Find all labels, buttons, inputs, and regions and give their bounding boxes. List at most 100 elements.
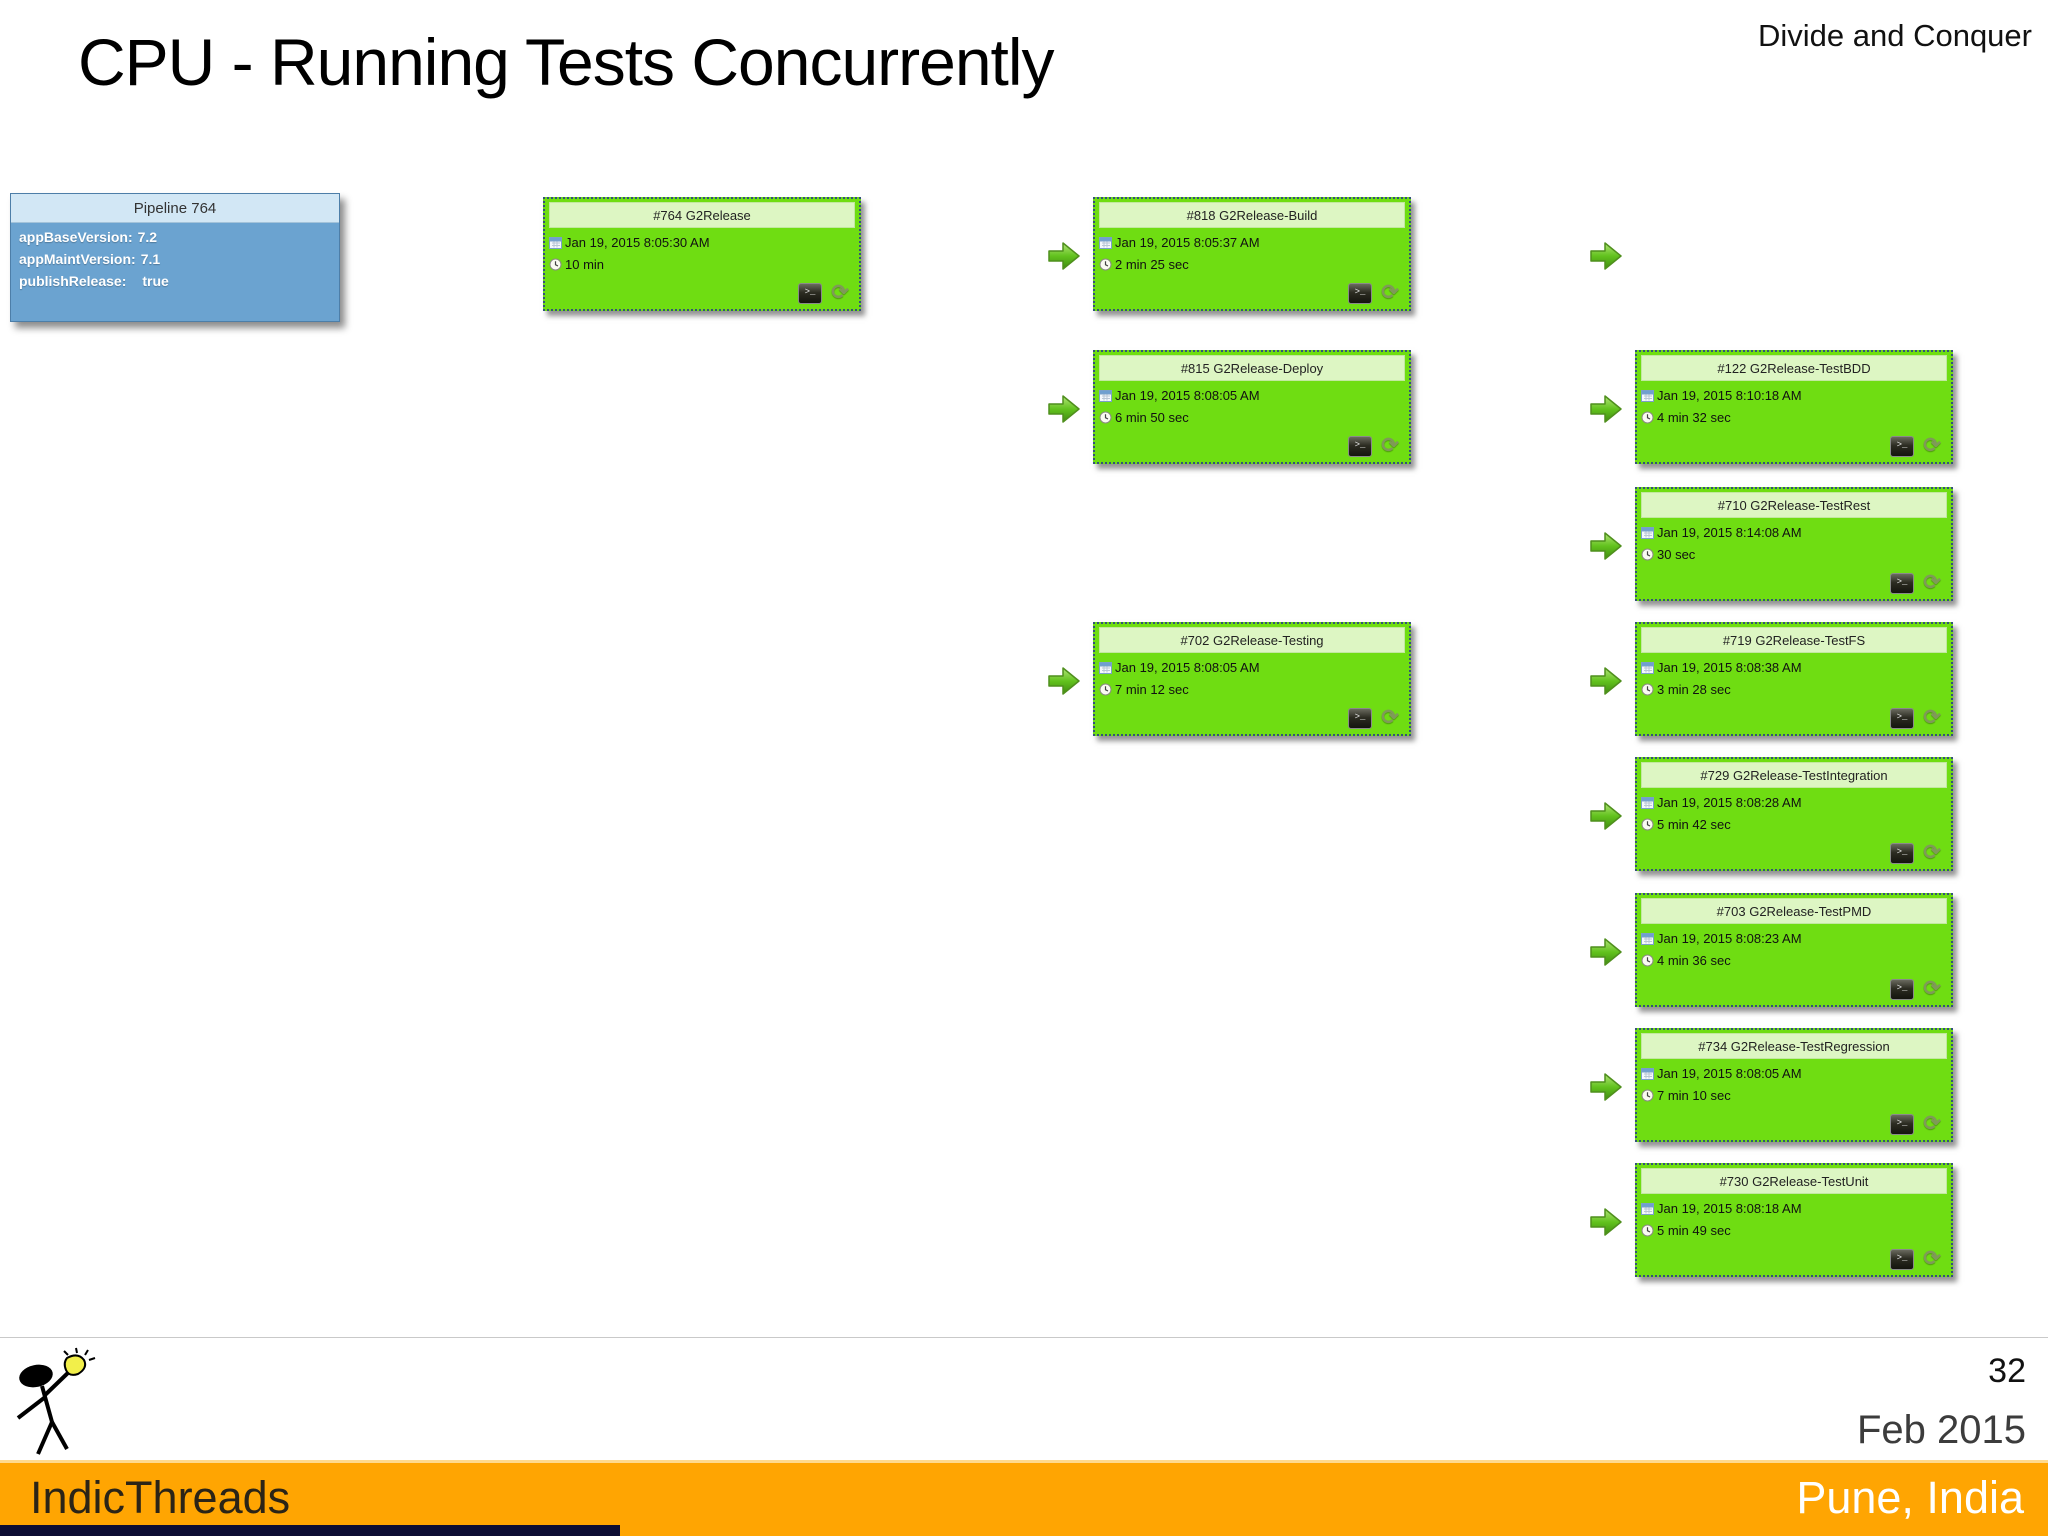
- rerun-icon[interactable]: ⟳: [1923, 841, 1941, 864]
- job-action-icons: >_ ⟳: [1890, 707, 1943, 729]
- calendar-icon: [1641, 662, 1654, 674]
- rerun-icon[interactable]: ⟳: [1923, 1112, 1941, 1135]
- clock-icon: [1641, 683, 1654, 696]
- flow-arrow-icon: [1046, 239, 1082, 273]
- job-duration-line: 4 min 36 sec: [1641, 953, 1951, 968]
- job-start-line: Jan 19, 2015 8:08:38 AM: [1641, 660, 1951, 675]
- job-start-time: Jan 19, 2015 8:08:38 AM: [1657, 660, 1802, 675]
- flow-arrow-icon: [1588, 1205, 1624, 1239]
- rerun-icon[interactable]: ⟳: [1923, 1247, 1941, 1270]
- job-start-time: Jan 19, 2015 8:08:05 AM: [1115, 660, 1260, 675]
- stick-figure-lightbulb-logo: [16, 1347, 96, 1455]
- flow-arrow-icon: [1588, 529, 1624, 563]
- rerun-icon[interactable]: ⟳: [1381, 281, 1399, 304]
- job-duration: 5 min 49 sec: [1657, 1223, 1731, 1238]
- console-output-icon[interactable]: >_: [1890, 572, 1914, 594]
- pipeline-job-box[interactable]: #710 G2Release-TestRest Jan 19, 2015 8:1…: [1635, 487, 1953, 601]
- pipeline-parameters-box: Pipeline 764 appBaseVersion: 7.2 appMaint…: [10, 193, 340, 322]
- console-output-icon[interactable]: >_: [1890, 707, 1914, 729]
- job-title: #719 G2Release-TestFS: [1641, 627, 1947, 653]
- flow-arrow-icon: [1588, 239, 1624, 273]
- job-start-time: Jan 19, 2015 8:08:28 AM: [1657, 795, 1802, 810]
- job-duration-line: 4 min 32 sec: [1641, 410, 1951, 425]
- job-start-time: Jan 19, 2015 8:08:23 AM: [1657, 931, 1802, 946]
- job-title: #122 G2Release-TestBDD: [1641, 355, 1947, 381]
- footer-date: Feb 2015: [1856, 1408, 2026, 1452]
- job-duration-line: 5 min 49 sec: [1641, 1223, 1951, 1238]
- pipeline-title: Pipeline 764: [11, 194, 339, 223]
- job-title: #710 G2Release-TestRest: [1641, 492, 1947, 518]
- job-action-icons: >_ ⟳: [1890, 572, 1943, 594]
- console-output-icon[interactable]: >_: [1890, 842, 1914, 864]
- job-title: #703 G2Release-TestPMD: [1641, 898, 1947, 924]
- job-duration: 7 min 10 sec: [1657, 1088, 1731, 1103]
- console-output-icon[interactable]: >_: [1890, 978, 1914, 1000]
- job-start-line: Jan 19, 2015 8:05:37 AM: [1099, 235, 1409, 250]
- pipeline-job-box[interactable]: #815 G2Release-Deploy Jan 19, 2015 8:08:…: [1093, 350, 1411, 464]
- page-title: CPU - Running Tests Concurrently: [78, 25, 1055, 99]
- rerun-icon[interactable]: ⟳: [831, 281, 849, 304]
- page-number: 32: [1988, 1352, 2026, 1390]
- job-start-line: Jan 19, 2015 8:08:23 AM: [1641, 931, 1951, 946]
- job-action-icons: >_ ⟳: [1890, 435, 1943, 457]
- rerun-icon[interactable]: ⟳: [1923, 706, 1941, 729]
- clock-icon: [1099, 258, 1112, 271]
- job-duration: 6 min 50 sec: [1115, 410, 1189, 425]
- calendar-icon: [1099, 390, 1112, 402]
- console-output-icon[interactable]: >_: [1890, 435, 1914, 457]
- flow-arrow-icon: [1588, 392, 1624, 426]
- job-duration-line: 5 min 42 sec: [1641, 817, 1951, 832]
- job-duration: 3 min 28 sec: [1657, 682, 1731, 697]
- calendar-icon: [1099, 662, 1112, 674]
- console-output-icon[interactable]: >_: [1890, 1113, 1914, 1135]
- job-start-line: Jan 19, 2015 8:08:18 AM: [1641, 1201, 1951, 1216]
- job-start-line: Jan 19, 2015 8:08:28 AM: [1641, 795, 1951, 810]
- param-value: true: [142, 273, 169, 289]
- pipeline-job-box[interactable]: #734 G2Release-TestRegression Jan 19, 20…: [1635, 1028, 1953, 1142]
- pipeline-job-box[interactable]: #764 G2Release Jan 19, 2015 8:05:30 AM 1…: [543, 197, 861, 311]
- console-output-icon[interactable]: >_: [1348, 435, 1372, 457]
- job-start-time: Jan 19, 2015 8:05:30 AM: [565, 235, 710, 250]
- rerun-icon[interactable]: ⟳: [1381, 706, 1399, 729]
- pipeline-job-box[interactable]: #730 G2Release-TestUnit Jan 19, 2015 8:0…: [1635, 1163, 1953, 1277]
- pipeline-job-box[interactable]: #122 G2Release-TestBDD Jan 19, 2015 8:10…: [1635, 350, 1953, 464]
- job-duration: 30 sec: [1657, 547, 1696, 562]
- rerun-icon[interactable]: ⟳: [1923, 571, 1941, 594]
- pipeline-job-box[interactable]: #818 G2Release-Build Jan 19, 2015 8:05:3…: [1093, 197, 1411, 311]
- console-output-icon[interactable]: >_: [1890, 1248, 1914, 1270]
- calendar-icon: [1641, 1068, 1654, 1080]
- param-value: 7.1: [140, 251, 161, 267]
- job-action-icons: >_ ⟳: [798, 282, 851, 304]
- job-start-line: Jan 19, 2015 8:08:05 AM: [1641, 1066, 1951, 1081]
- flow-arrow-icon: [1588, 664, 1624, 698]
- param-row: publishRelease: true: [11, 267, 339, 289]
- job-start-line: Jan 19, 2015 8:10:18 AM: [1641, 388, 1951, 403]
- clock-icon: [1641, 411, 1654, 424]
- clock-icon: [1641, 954, 1654, 967]
- calendar-icon: [549, 237, 562, 249]
- param-value: 7.2: [137, 229, 158, 245]
- param-label: publishRelease:: [19, 273, 127, 289]
- job-title: #702 G2Release-Testing: [1099, 627, 1405, 653]
- console-output-icon[interactable]: >_: [1348, 707, 1372, 729]
- calendar-icon: [1641, 797, 1654, 809]
- param-label: appBaseVersion:: [19, 229, 133, 245]
- pipeline-job-box[interactable]: #703 G2Release-TestPMD Jan 19, 2015 8:08…: [1635, 893, 1953, 1007]
- brand-name: IndicThreads: [30, 1472, 291, 1523]
- rerun-icon[interactable]: ⟳: [1923, 977, 1941, 1000]
- job-duration: 7 min 12 sec: [1115, 682, 1189, 697]
- pipeline-job-box[interactable]: #729 G2Release-TestIntegration Jan 19, 2…: [1635, 757, 1953, 871]
- console-output-icon[interactable]: >_: [1348, 282, 1372, 304]
- calendar-icon: [1641, 527, 1654, 539]
- footer-bar: [0, 1460, 2048, 1536]
- flow-arrow-icon: [1588, 1070, 1624, 1104]
- job-start-line: Jan 19, 2015 8:14:08 AM: [1641, 525, 1951, 540]
- job-duration: 4 min 36 sec: [1657, 953, 1731, 968]
- pipeline-job-box[interactable]: #702 G2Release-Testing Jan 19, 2015 8:08…: [1093, 622, 1411, 736]
- job-start-line: Jan 19, 2015 8:08:05 AM: [1099, 388, 1409, 403]
- rerun-icon[interactable]: ⟳: [1381, 434, 1399, 457]
- console-output-icon[interactable]: >_: [798, 282, 822, 304]
- clock-icon: [1641, 818, 1654, 831]
- rerun-icon[interactable]: ⟳: [1923, 434, 1941, 457]
- pipeline-job-box[interactable]: #719 G2Release-TestFS Jan 19, 2015 8:08:…: [1635, 622, 1953, 736]
